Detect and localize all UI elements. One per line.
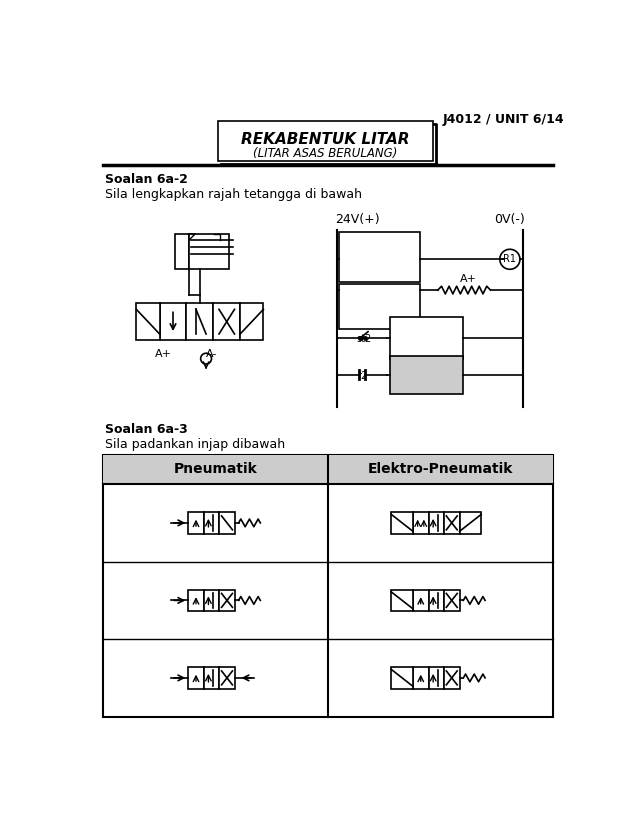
Bar xyxy=(219,667,235,689)
Text: r2: r2 xyxy=(357,371,367,381)
Text: Soalan 6a-3: Soalan 6a-3 xyxy=(105,423,188,435)
Bar xyxy=(444,590,459,611)
Text: REKABENTUK LITAR: REKABENTUK LITAR xyxy=(241,132,410,147)
Bar xyxy=(444,667,459,689)
Text: J4012 / UNIT 6/14: J4012 / UNIT 6/14 xyxy=(443,113,564,126)
Text: st2: st2 xyxy=(357,334,372,344)
Bar xyxy=(137,303,160,340)
Bar xyxy=(328,455,553,484)
Text: 24V(+): 24V(+) xyxy=(336,213,380,226)
Bar xyxy=(413,512,429,534)
Circle shape xyxy=(500,249,520,269)
Bar xyxy=(413,590,429,611)
Bar xyxy=(218,121,433,161)
Bar xyxy=(240,303,263,340)
Text: Elektro-Pneumatik: Elektro-Pneumatik xyxy=(367,463,513,477)
Bar xyxy=(160,303,186,340)
Bar xyxy=(188,667,204,689)
Bar xyxy=(219,590,235,611)
Bar xyxy=(339,231,420,282)
Bar xyxy=(204,590,219,611)
Text: (LITAR ASAS BERULANG): (LITAR ASAS BERULANG) xyxy=(253,147,397,160)
Bar xyxy=(339,284,420,329)
Text: A+: A+ xyxy=(155,349,172,359)
Text: Sila padankan injap dibawah: Sila padankan injap dibawah xyxy=(105,438,285,451)
Bar xyxy=(444,512,459,534)
Bar xyxy=(175,234,189,268)
Bar xyxy=(204,512,219,534)
Text: Sila lengkapkan rajah tetangga di bawah: Sila lengkapkan rajah tetangga di bawah xyxy=(105,188,362,202)
Bar xyxy=(429,590,444,611)
Text: Soalan 6a-2: Soalan 6a-2 xyxy=(105,173,188,186)
Text: 0V(-): 0V(-) xyxy=(494,213,524,226)
Bar xyxy=(459,512,481,534)
Bar xyxy=(391,590,413,611)
Text: A-: A- xyxy=(206,349,218,359)
Bar xyxy=(103,455,553,717)
Bar xyxy=(429,667,444,689)
Text: Pneumatik: Pneumatik xyxy=(174,463,257,477)
Bar xyxy=(391,512,413,534)
Bar xyxy=(204,667,219,689)
Bar xyxy=(186,303,213,340)
Bar xyxy=(413,667,429,689)
Circle shape xyxy=(200,354,212,364)
Bar xyxy=(188,512,204,534)
Text: R1: R1 xyxy=(503,254,516,264)
Bar xyxy=(213,303,240,340)
Bar xyxy=(391,667,413,689)
Bar xyxy=(390,355,463,394)
Text: A+: A+ xyxy=(460,274,477,284)
Bar xyxy=(390,316,463,359)
Bar xyxy=(429,512,444,534)
Bar xyxy=(103,455,328,484)
Bar xyxy=(219,512,235,534)
Bar xyxy=(188,590,204,611)
Bar xyxy=(189,234,229,268)
